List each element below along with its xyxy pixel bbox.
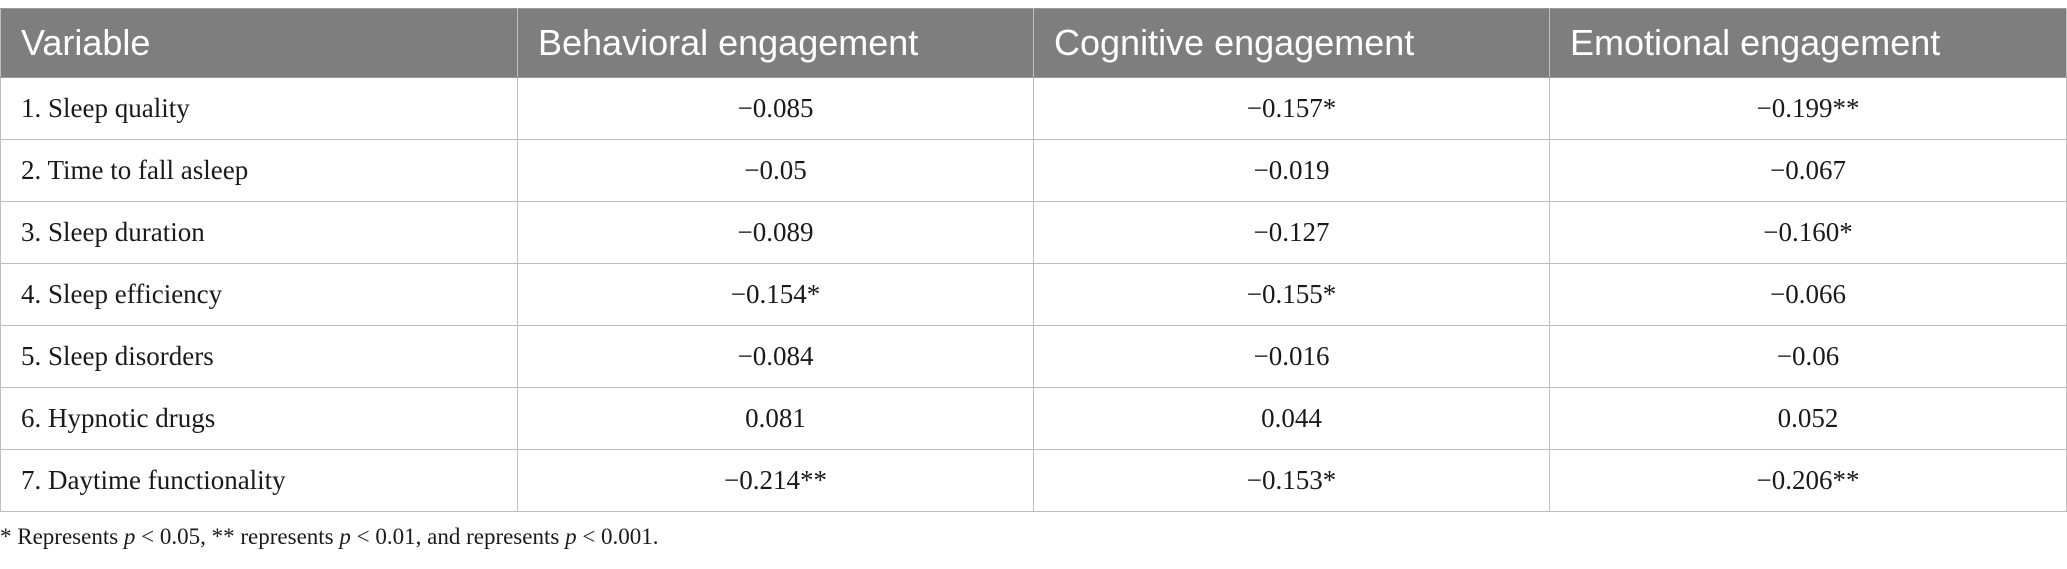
header-variable: Variable [0,8,518,78]
row-label: 4. Sleep efficiency [0,263,518,326]
table-row: 5. Sleep disorders −0.084 −0.016 −0.06 [0,325,2067,388]
footnote-text: < 0.001. [576,524,659,549]
cell-emotional: −0.066 [1549,263,2067,326]
table-row: 6. Hypnotic drugs 0.081 0.044 0.052 [0,387,2067,450]
cell-cognitive: 0.044 [1033,387,1550,450]
table-row: 1. Sleep quality −0.085 −0.157* −0.199** [0,77,2067,140]
row-label: 5. Sleep disorders [0,325,518,388]
row-label: 6. Hypnotic drugs [0,387,518,450]
cell-cognitive: −0.019 [1033,139,1550,202]
cell-emotional: −0.06 [1549,325,2067,388]
cell-emotional: −0.067 [1549,139,2067,202]
cell-cognitive: −0.127 [1033,201,1550,264]
table-row: 7. Daytime functionality −0.214** −0.153… [0,449,2067,512]
row-label: 3. Sleep duration [0,201,518,264]
footnote-text: < 0.01, and represents [350,524,566,549]
footnote-text: < 0.05, ** represents [135,524,340,549]
cell-cognitive: −0.153* [1033,449,1550,512]
cell-cognitive: −0.155* [1033,263,1550,326]
footnote-p-symbol: p [565,524,577,549]
cell-emotional: −0.206** [1549,449,2067,512]
header-emotional-engagement: Emotional engagement [1549,8,2067,78]
cell-cognitive: −0.016 [1033,325,1550,388]
cell-behavioral: −0.085 [517,77,1034,140]
table-row: 4. Sleep efficiency −0.154* −0.155* −0.0… [0,263,2067,326]
row-label: 7. Daytime functionality [0,449,518,512]
cell-emotional: −0.199** [1549,77,2067,140]
cell-behavioral: 0.081 [517,387,1034,450]
row-label: 2. Time to fall asleep [0,139,518,202]
table-footnote: * Represents p < 0.05, ** represents p <… [0,524,659,550]
cell-cognitive: −0.157* [1033,77,1550,140]
table-row: 2. Time to fall asleep −0.05 −0.019 −0.0… [0,139,2067,202]
footnote-p-symbol: p [339,524,351,549]
table-header-row: Variable Behavioral engagement Cognitive… [0,8,2067,78]
cell-behavioral: −0.154* [517,263,1034,326]
header-behavioral-engagement: Behavioral engagement [517,8,1034,78]
footnote-text: * Represents [0,524,124,549]
cell-behavioral: −0.05 [517,139,1034,202]
correlation-table-container: Variable Behavioral engagement Cognitive… [0,8,2067,512]
table-row: 3. Sleep duration −0.089 −0.127 −0.160* [0,201,2067,264]
cell-emotional: −0.160* [1549,201,2067,264]
row-label: 1. Sleep quality [0,77,518,140]
header-cognitive-engagement: Cognitive engagement [1033,8,1550,78]
cell-emotional: 0.052 [1549,387,2067,450]
cell-behavioral: −0.084 [517,325,1034,388]
correlation-table: Variable Behavioral engagement Cognitive… [0,8,2067,512]
cell-behavioral: −0.089 [517,201,1034,264]
footnote-p-symbol: p [123,524,136,549]
cell-behavioral: −0.214** [517,449,1034,512]
